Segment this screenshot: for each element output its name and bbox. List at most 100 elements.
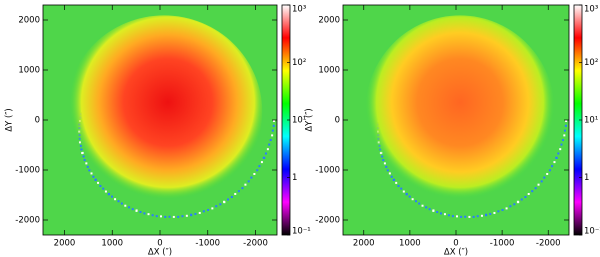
noise-speck [543,176,546,179]
y-tick-label: -1000 [315,166,340,176]
noise-speck [177,215,180,218]
noise-speck [108,192,111,195]
noise-speck [190,213,193,216]
noise-speck [432,209,435,212]
noise-speck [120,202,123,205]
noise-speck [160,215,162,218]
noise-speck [250,176,253,179]
noise-speck [172,215,175,218]
y-tick-label: -2000 [15,216,40,226]
noise-speck [402,190,405,193]
noise-speck [439,212,442,215]
noise-speck [151,214,154,217]
noise-speck [537,183,540,186]
noise-speck [418,202,421,205]
noise-speck [110,195,113,198]
noise-speck [241,187,244,190]
y-tick-label: 2000 [18,16,40,26]
noise-speck [505,207,508,210]
noise-speck [266,148,269,151]
noise-speck [565,120,568,122]
noise-speck [485,213,488,216]
noise-speck [436,210,439,213]
noise-speck [114,198,117,201]
noise-speck [139,210,142,213]
colorbar-tick-label: 10¹ [584,116,598,126]
y-tick-label: 1000 [318,66,340,76]
noise-speck [168,215,171,218]
noise-speck [546,172,549,175]
y-tick-label: 0 [335,116,340,126]
noise-speck [271,129,274,132]
noise-speck [476,215,479,218]
noise-speck [223,200,226,203]
noise-speck [269,139,272,142]
noise-speck [234,192,237,195]
noise-speck [564,124,567,127]
noise-speck [164,215,167,218]
noise-speck [226,198,229,201]
noise-speck [468,215,471,218]
noise-speck [555,156,558,159]
noise-speck [451,215,454,218]
noise-speck [211,207,214,210]
noise-speck [194,212,197,215]
noise-speck [230,195,233,198]
x-tick-label: 0 [453,239,458,249]
noise-speck [256,169,259,172]
noise-speck [472,215,475,218]
noise-speck [400,187,403,190]
x-tick-label: 2000 [54,239,76,249]
noise-speck [489,212,492,215]
x-axis-title: ΔX (″) [148,248,172,257]
x-tick-label: -2000 [536,239,561,249]
noise-speck [559,148,562,151]
noise-speck [527,192,530,195]
noise-speck [493,211,496,214]
y-tick-label: 1000 [18,66,40,76]
y-axis-title: ΔY (″) [305,108,315,132]
noise-speck [262,156,265,159]
y-axis-title: ΔY (″) [5,108,15,132]
noise-speck [560,143,563,146]
noise-speck [247,180,250,183]
noise-speck [516,200,519,203]
noise-speck [561,139,564,142]
noise-speck [460,215,463,218]
x-tick-label: -2000 [243,239,268,249]
noise-speck [198,211,201,214]
x-axis-title: ΔX (″) [444,248,468,257]
colorbar-tick-label: 10¹ [292,116,306,126]
y-tick-label: 2000 [318,16,340,26]
noise-speck [135,209,138,212]
emission-disk [65,15,263,209]
noise-speck [421,204,424,207]
noise-speck [99,184,102,187]
noise-speck [202,210,205,213]
noise-speck [131,208,134,211]
x-tick-label: 2000 [353,239,375,249]
noise-speck [181,215,184,218]
y-tick-label: -1000 [15,166,40,176]
noise-speck [271,134,274,137]
noise-speck [557,152,560,155]
noise-speck [456,215,458,218]
noise-speck [219,203,222,206]
noise-speck [405,192,408,195]
noise-speck [509,205,512,208]
noise-speck [563,129,566,132]
noise-speck [207,208,210,211]
noise-speck [260,161,263,164]
noise-speck [244,183,247,186]
noise-speck [264,152,267,155]
noise-speck [551,165,554,168]
noise-speck [425,206,428,209]
x-tick-label: 1000 [399,239,421,249]
noise-speck [397,184,400,187]
noise-speck [104,190,107,193]
x-tick-label: 0 [157,239,162,249]
noise-speck [540,180,543,183]
noise-speck [443,213,446,216]
noise-speck [128,206,131,209]
noise-speck [185,214,188,217]
